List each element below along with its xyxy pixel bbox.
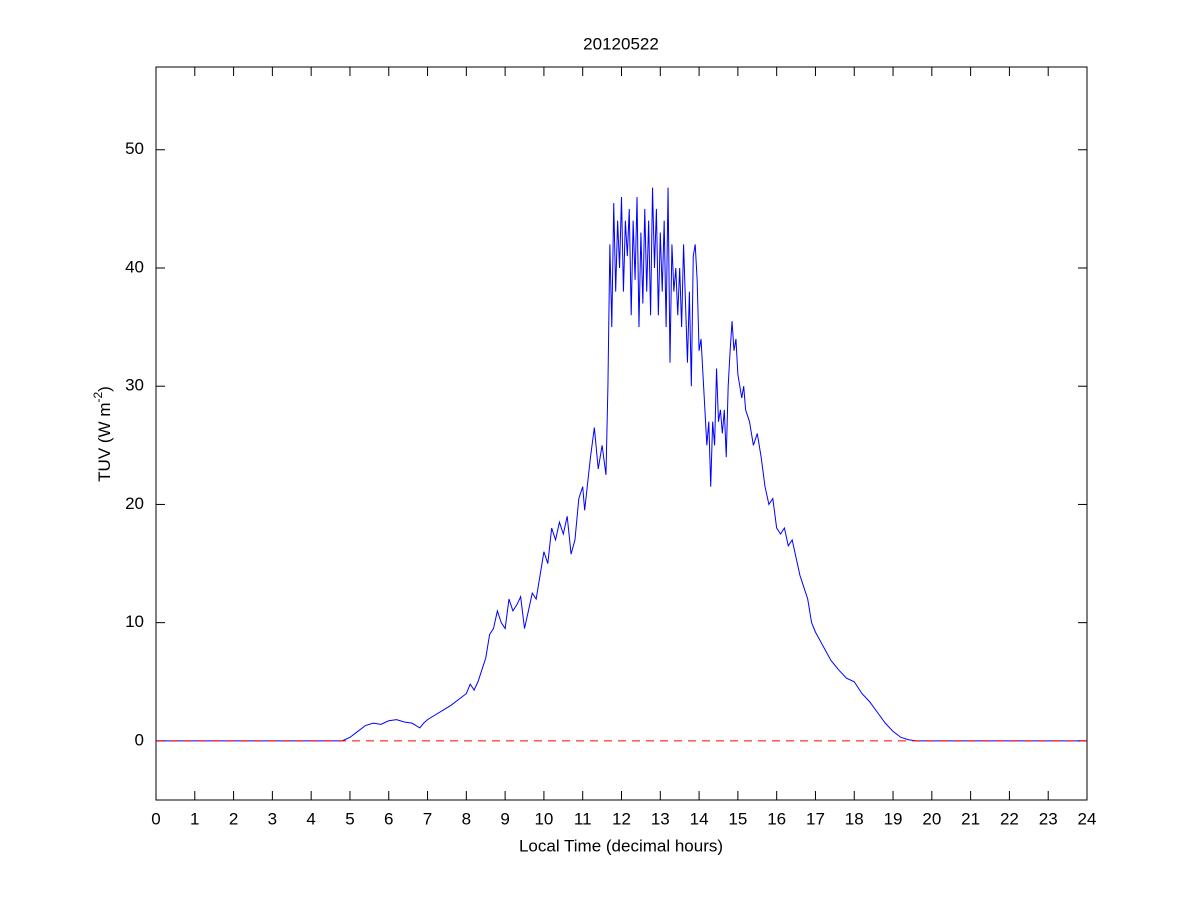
- x-tick-label: 6: [384, 809, 393, 828]
- x-tick-label: 1: [190, 809, 199, 828]
- x-tick-label: 14: [690, 809, 709, 828]
- y-label-end: ): [95, 386, 114, 392]
- x-axis-label: Local Time (decimal hours): [519, 836, 723, 855]
- x-tick-label: 11: [574, 809, 592, 828]
- x-tick-label: 8: [462, 809, 471, 828]
- x-tick-label: 7: [423, 809, 432, 828]
- x-tick-label: 19: [884, 809, 903, 828]
- y-label-sup: -2: [91, 392, 105, 403]
- x-tick-label: 3: [268, 809, 277, 828]
- data-line: [156, 187, 1087, 742]
- x-tick-label: 17: [806, 809, 825, 828]
- x-tick-label: 24: [1078, 809, 1097, 828]
- x-tick-label: 12: [612, 809, 631, 828]
- y-tick-label: 10: [125, 612, 144, 631]
- y-tick-label: 40: [125, 257, 144, 276]
- x-tick-label: 21: [961, 809, 980, 828]
- chart-title: 20120522: [583, 34, 659, 53]
- x-tick-label: 18: [845, 809, 864, 828]
- x-tick-label: 22: [1000, 809, 1019, 828]
- x-tick-label: 0: [151, 809, 160, 828]
- y-label-main: TUV (W m: [95, 403, 114, 482]
- y-tick-label: 30: [125, 376, 144, 395]
- x-tick-label: 5: [345, 809, 354, 828]
- y-tick-label: 0: [135, 730, 144, 749]
- x-tick-label: 23: [1039, 809, 1058, 828]
- y-tick-label: 50: [125, 139, 144, 158]
- y-tick-label: 20: [125, 494, 144, 513]
- x-tick-label: 13: [651, 809, 670, 828]
- y-axis-label: TUV (W m-2): [91, 386, 114, 482]
- x-tick-label: 16: [767, 809, 786, 828]
- x-tick-label: 9: [500, 809, 509, 828]
- x-tick-label: 2: [229, 809, 238, 828]
- x-tick-label: 20: [922, 809, 941, 828]
- x-tick-label: 10: [534, 809, 553, 828]
- x-tick-label: 15: [728, 809, 747, 828]
- x-tick-label: 4: [306, 809, 315, 828]
